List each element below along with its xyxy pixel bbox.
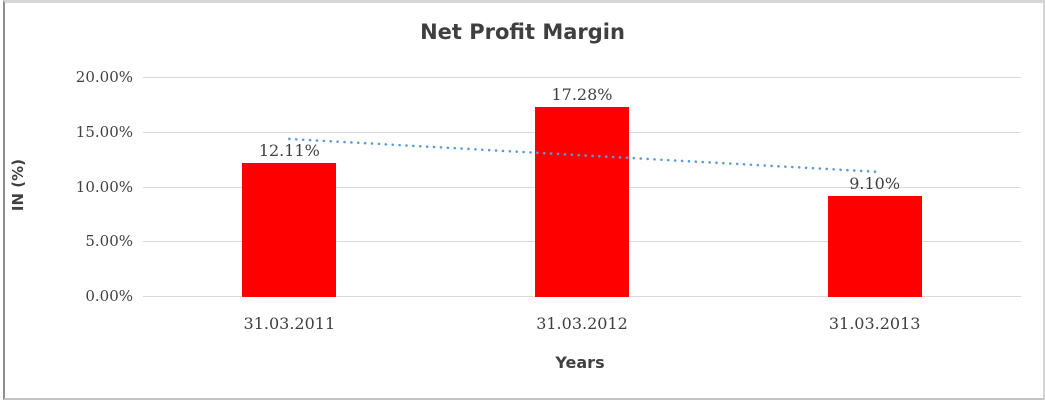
bar-value-label: 12.11% xyxy=(258,141,320,161)
y-tick-label: 0.00% xyxy=(85,287,133,305)
x-category-label: 31.03.2012 xyxy=(536,314,628,333)
y-tick-label: 15.00% xyxy=(75,122,133,141)
bar-value-label: 9.10% xyxy=(849,174,901,194)
x-axis-title: Years xyxy=(555,353,605,372)
bar xyxy=(242,163,337,297)
y-tick-label: 5.00% xyxy=(85,232,133,251)
bar xyxy=(535,106,629,297)
bar-value-label: 17.28% xyxy=(551,84,613,104)
x-category-label: 31.03.2013 xyxy=(828,314,921,333)
y-gridline xyxy=(143,77,1021,78)
y-tick-label: 20.00% xyxy=(75,68,133,86)
chart-title: Net Profit Margin xyxy=(420,20,625,44)
bar xyxy=(827,196,922,297)
y-axis-title: IN (%) xyxy=(9,158,27,212)
y-tick-label: 10.00% xyxy=(75,177,133,196)
x-category-label: 31.03.2011 xyxy=(243,314,336,333)
